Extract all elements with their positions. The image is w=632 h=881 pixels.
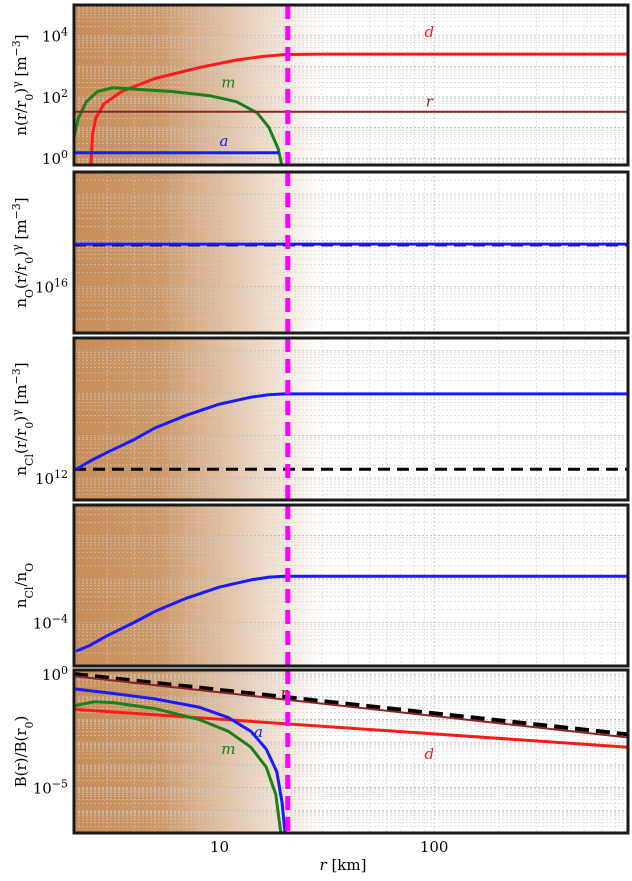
- y-axis-label: B(r)/B(r0): [12, 716, 36, 788]
- panel-frame: [72, 668, 630, 835]
- series-label-a: a: [254, 723, 263, 741]
- series-line-d: [89, 52, 628, 165]
- x-tick-label: 100: [420, 838, 449, 856]
- x-axis: r [km] 10 100: [210, 838, 449, 874]
- series-line-solid: [75, 574, 628, 653]
- series-label-d: d: [425, 23, 435, 41]
- panel-5: r a m d 10−5 100 B(r)/B(r0): [12, 663, 630, 835]
- series-label-d: d: [425, 745, 435, 763]
- y-axis-label: nCl(r/r0)γ [m−3]: [10, 362, 36, 475]
- panel-frame: [72, 170, 630, 335]
- series-group: [74, 242, 628, 247]
- shaded-region: [74, 670, 322, 833]
- panel-frame: [72, 3, 630, 167]
- y-tick-label: 102: [42, 86, 68, 107]
- series-line-dashed: [74, 672, 628, 737]
- series-group: [74, 52, 628, 165]
- grid: [74, 505, 628, 666]
- x-axis-label: r [km]: [320, 856, 367, 874]
- series-group: [75, 574, 628, 653]
- series-label-m: m: [221, 740, 235, 758]
- y-tick-label: 1012: [35, 467, 68, 488]
- series-line-r: [74, 675, 628, 739]
- y-axis-label: n(r/r0)γ [m−3]: [10, 34, 36, 135]
- x-tick-label: 10: [210, 838, 229, 856]
- series-label-m: m: [221, 74, 235, 92]
- shaded-region: [74, 338, 322, 500]
- series-label-r: r: [426, 93, 434, 111]
- series-group: [74, 392, 628, 471]
- series-line-d: [74, 707, 628, 749]
- panel-1: d m r a 100 102 104 n(r/r0)γ [m−3]: [10, 3, 630, 169]
- series-line-m: [74, 86, 284, 165]
- y-axis-label: nCl/nO: [12, 563, 36, 608]
- panel-4: 10−4 nCl/nO: [12, 503, 630, 668]
- y-tick-label: 10−4: [33, 612, 68, 633]
- series-line-m: [74, 700, 283, 833]
- y-tick-label: 10−5: [33, 777, 68, 798]
- series-group: [74, 672, 628, 833]
- y-tick-label: 100: [42, 663, 68, 684]
- y-tick-label: 100: [42, 148, 68, 169]
- grid: [74, 338, 628, 500]
- grid: [74, 5, 628, 165]
- series-line-a: [74, 687, 287, 833]
- series-label-a: a: [220, 132, 229, 150]
- y-axis-label: nO(r/r0)γ [m−3]: [10, 197, 36, 307]
- y-tick-label: 104: [42, 25, 68, 46]
- series-label-r: r: [281, 684, 289, 702]
- panel-frame: [72, 336, 630, 502]
- grid: [74, 172, 628, 333]
- panels-group: d m r a 100 102 104 n(r/r0)γ [m−3] 1016nO(r/r0)γ…: [10, 3, 630, 835]
- panel-frame: [72, 503, 630, 668]
- y-tick-label: 1016: [35, 276, 68, 297]
- series-line-solid: [75, 392, 628, 471]
- shaded-region: [74, 5, 322, 165]
